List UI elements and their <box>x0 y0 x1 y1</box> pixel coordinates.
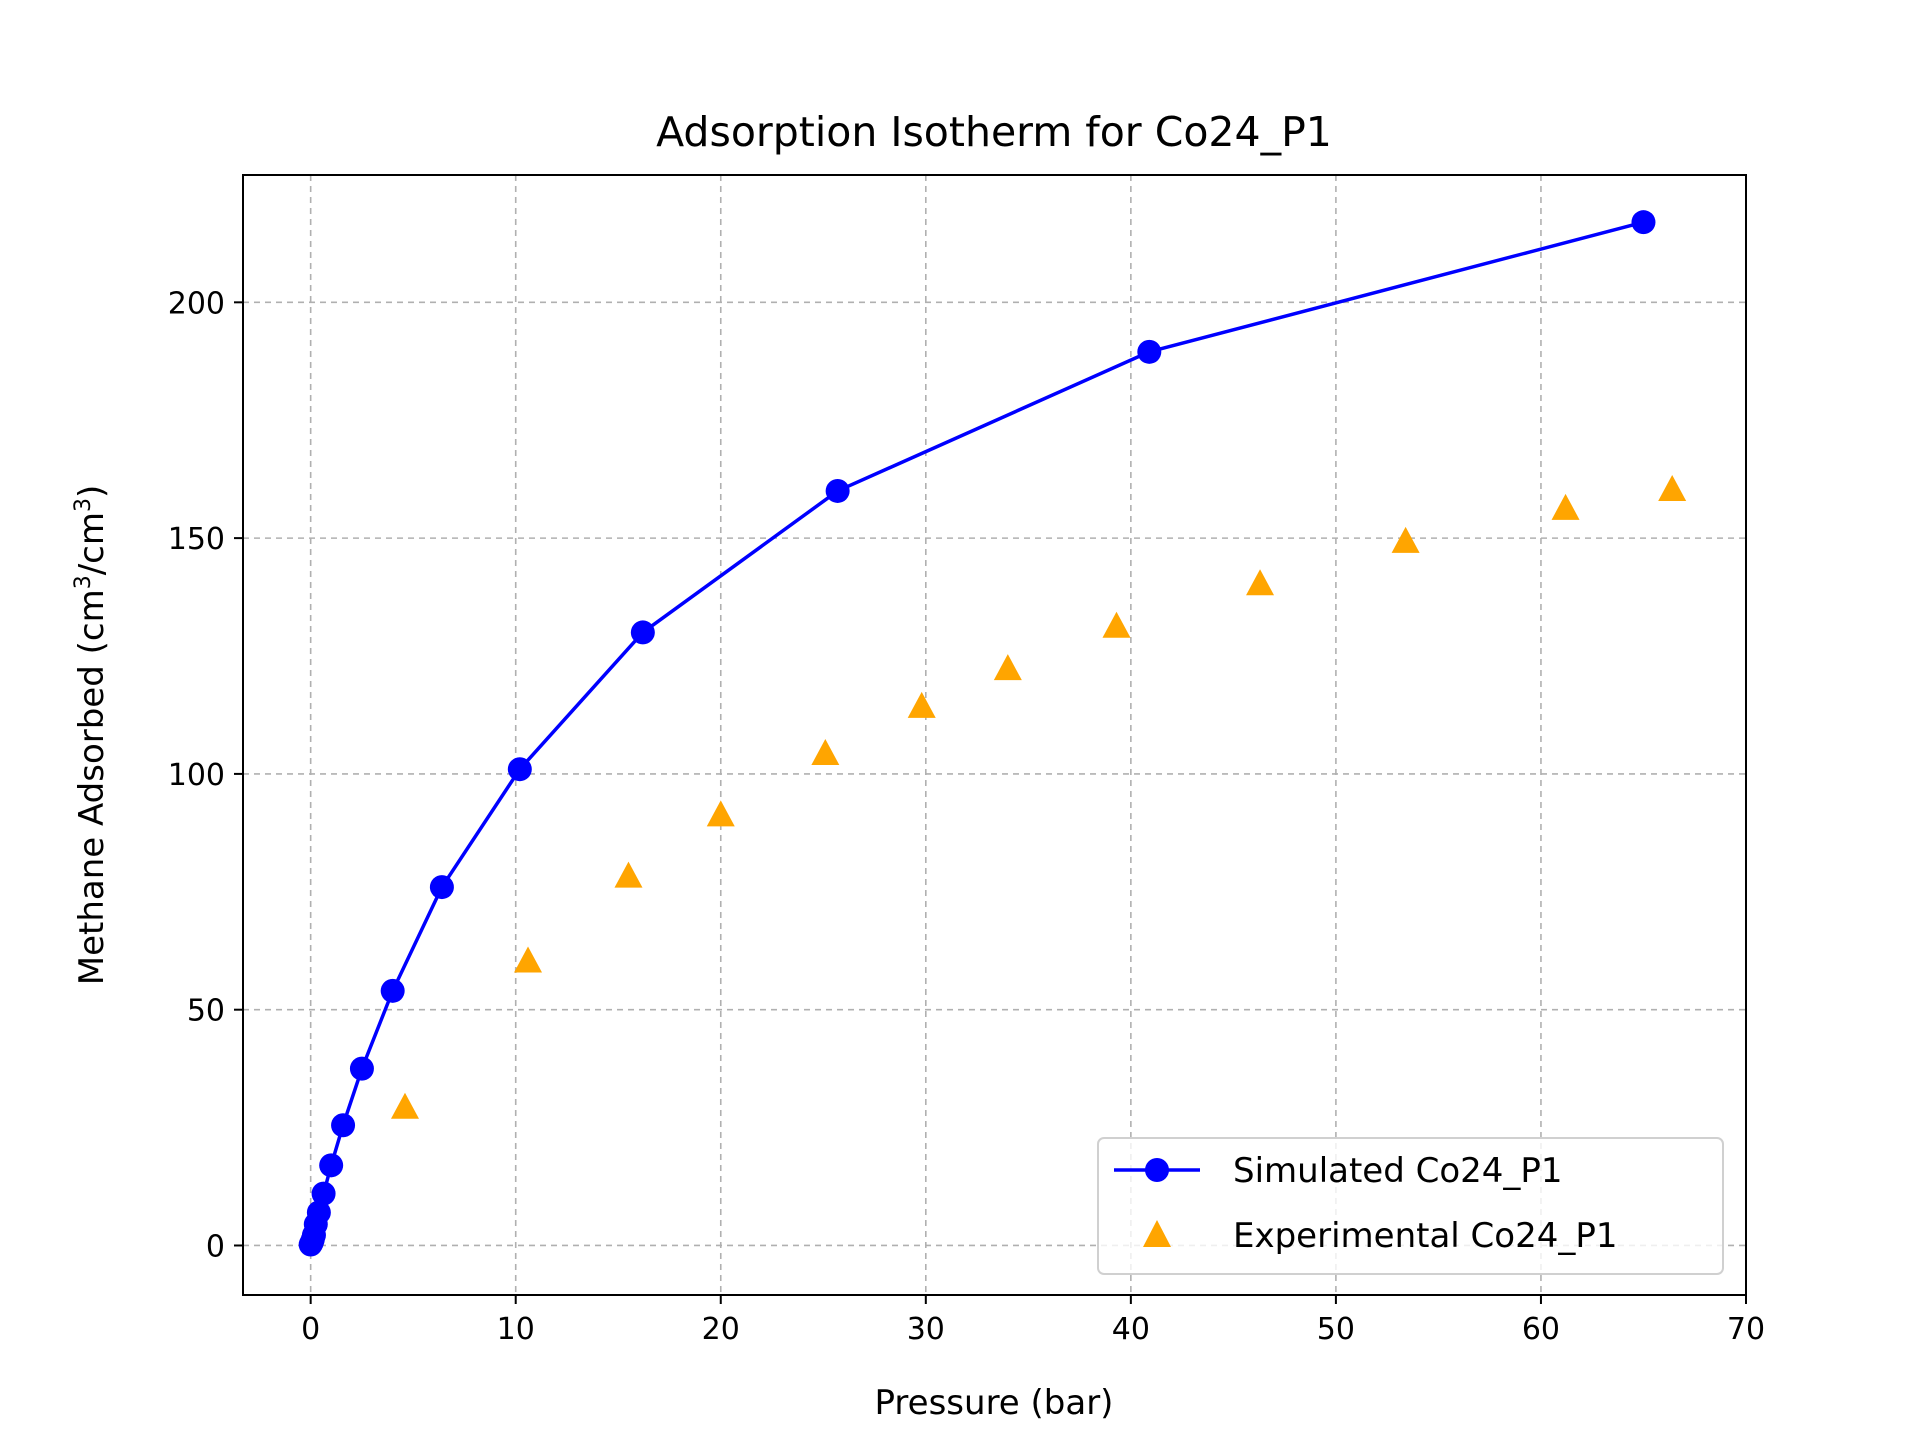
x-axis-title: Pressure (bar) <box>875 1383 1114 1423</box>
simulated-point <box>311 1181 336 1206</box>
x-tick-label: 0 <box>301 1312 320 1347</box>
experimental-point <box>514 946 543 973</box>
y-axis-title: Methane Adsorbed (cm3/cm3) <box>71 485 112 986</box>
legend: Simulated Co24_P1 Experimental Co24_P1 <box>1097 1137 1724 1275</box>
simulated-point <box>319 1153 344 1178</box>
simulated-point <box>331 1113 356 1138</box>
experimental-point <box>614 861 643 888</box>
legend-label-simulated: Simulated Co24_P1 <box>1233 1151 1563 1191</box>
experimental-point <box>1246 569 1275 596</box>
legend-marker-simulated <box>1145 1158 1169 1182</box>
x-tick-label: 20 <box>702 1312 740 1347</box>
y-tick-label: 200 <box>168 286 225 321</box>
plot-frame <box>242 174 1747 1296</box>
x-tick-label: 60 <box>1522 1312 1560 1347</box>
y-tick-label: 50 <box>187 994 225 1029</box>
simulated-point <box>825 478 850 503</box>
experimental-point <box>907 691 936 718</box>
y-tick-label: 100 <box>168 758 225 793</box>
simulated-point <box>349 1056 374 1081</box>
x-tick-label: 50 <box>1317 1312 1355 1347</box>
legend-marker-experimental <box>1143 1220 1171 1247</box>
data-series <box>298 210 1687 1257</box>
legend-box <box>1097 1137 1724 1275</box>
simulated-point <box>1137 339 1162 364</box>
simulated-point <box>306 1200 331 1225</box>
x-tick-label: 70 <box>1727 1312 1765 1347</box>
experimental-point <box>1551 493 1580 520</box>
grid-lines <box>243 175 1747 1295</box>
simulated-point <box>630 620 655 645</box>
x-tick-label: 30 <box>907 1312 945 1347</box>
chart-title: Adsorption Isotherm for Co24_P1 <box>656 108 1332 156</box>
x-tick-label: 10 <box>497 1312 535 1347</box>
experimental-point <box>706 800 735 827</box>
experimental-point <box>811 739 840 766</box>
simulated-point <box>380 978 405 1003</box>
experimental-point <box>1391 526 1420 553</box>
x-tick-label: 40 <box>1112 1312 1150 1347</box>
experimental-point <box>1658 474 1687 501</box>
legend-label-experimental: Experimental Co24_P1 <box>1233 1216 1617 1256</box>
experimental-point <box>390 1092 419 1119</box>
simulated-point <box>429 875 454 900</box>
experimental-point <box>993 654 1022 681</box>
simulated-point <box>1631 210 1656 235</box>
simulated-point <box>507 757 532 782</box>
y-tick-label: 150 <box>168 522 225 557</box>
axis-ticks: 0 10 20 30 40 50 60 70 0 50 100 150 200 <box>168 286 1765 1347</box>
y-tick-label: 0 <box>206 1229 225 1264</box>
experimental-point <box>1102 611 1131 638</box>
